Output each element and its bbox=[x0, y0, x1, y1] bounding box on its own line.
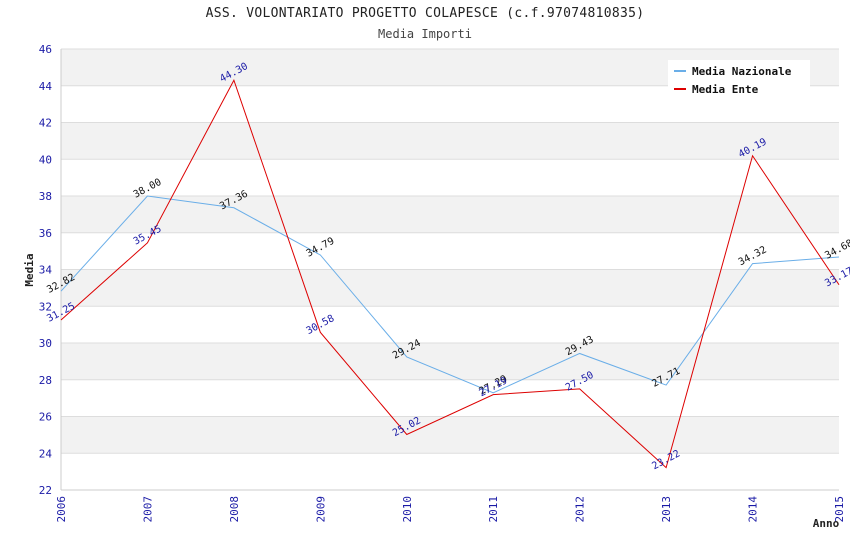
x-tick-label: 2015 bbox=[833, 496, 846, 523]
y-tick-label: 24 bbox=[39, 447, 53, 460]
grid-band bbox=[61, 343, 839, 380]
y-tick-label: 30 bbox=[39, 337, 52, 350]
chart-subtitle: Media Importi bbox=[378, 27, 472, 41]
x-tick-label: 2010 bbox=[401, 496, 414, 523]
y-tick-label: 36 bbox=[39, 227, 52, 240]
y-tick-label: 44 bbox=[39, 80, 53, 93]
chart-title: ASS. VOLONTARIATO PROGETTO COLAPESCE (c.… bbox=[205, 6, 645, 21]
y-axis-label: Media bbox=[23, 253, 36, 286]
chart-legend: Media Nazionale Media Ente bbox=[668, 60, 810, 100]
y-tick-label: 34 bbox=[39, 264, 53, 277]
legend-item-nazionale: Media Nazionale bbox=[674, 65, 791, 79]
y-tick-label: 28 bbox=[39, 374, 52, 387]
x-tick-label: 2007 bbox=[141, 496, 154, 523]
y-tick-label: 26 bbox=[39, 411, 52, 424]
x-tick-labels: 2006 2007 2008 2009 2010 2011 2012 2013 2014 2015 bbox=[55, 496, 846, 523]
grid-band bbox=[61, 269, 839, 307]
x-tick-label: 2006 bbox=[55, 496, 68, 523]
grid-bands bbox=[61, 49, 839, 454]
data-label-nazionale: 34.79 bbox=[305, 236, 337, 260]
y-tick-label: 38 bbox=[39, 190, 52, 203]
legend-label-nazionale: Media Nazionale bbox=[692, 65, 792, 78]
legend-swatch-nazionale bbox=[674, 70, 686, 72]
legend-item-ente: Media Ente bbox=[674, 83, 758, 97]
series-lines bbox=[60, 78, 840, 469]
series-line-ente bbox=[60, 78, 840, 469]
x-axis-label: Anno bbox=[813, 517, 840, 530]
x-tick-label: 2008 bbox=[228, 496, 241, 523]
y-tick-label: 42 bbox=[39, 117, 52, 130]
data-label-ente: 30.58 bbox=[305, 313, 337, 337]
y-tick-label: 32 bbox=[39, 300, 52, 313]
y-tick-label: 46 bbox=[39, 43, 52, 56]
x-tick-label: 2009 bbox=[314, 496, 327, 523]
data-label-nazionale: 34.32 bbox=[737, 244, 769, 268]
legend-swatch-ente bbox=[674, 88, 686, 90]
data-label-nazionale: 34.68 bbox=[823, 238, 850, 262]
x-tick-label: 2011 bbox=[487, 496, 500, 523]
axes bbox=[60, 49, 839, 491]
grid-band bbox=[61, 196, 839, 233]
grid-band bbox=[61, 416, 839, 454]
grid-band bbox=[61, 122, 839, 160]
series-line-nazionale bbox=[60, 195, 840, 394]
x-tick-label: 2014 bbox=[747, 496, 760, 523]
x-tick-label: 2012 bbox=[574, 496, 587, 523]
y-tick-label: 40 bbox=[39, 153, 52, 166]
y-tick-label: 22 bbox=[39, 484, 52, 497]
legend-label-ente: Media Ente bbox=[692, 83, 759, 96]
y-tick-labels: 22 24 26 28 30 32 34 36 38 40 42 44 46 bbox=[39, 43, 53, 497]
x-tick-label: 2013 bbox=[660, 496, 673, 523]
